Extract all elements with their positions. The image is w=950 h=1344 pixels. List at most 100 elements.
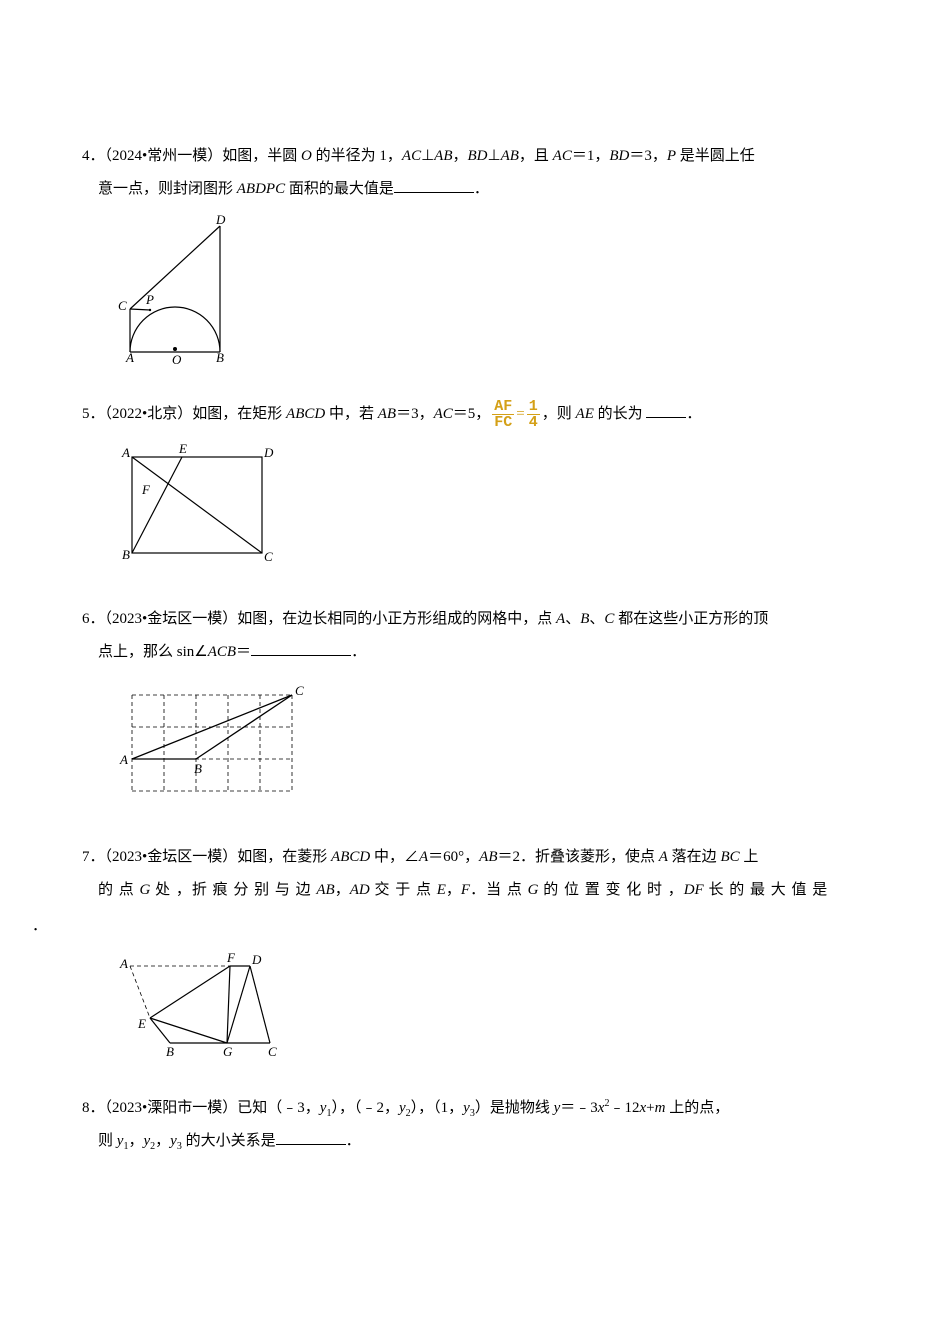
var: DF: [684, 882, 704, 898]
fraction: AFFC: [492, 399, 514, 430]
t: 处 ，折 痕 分 别 与 边: [150, 882, 316, 898]
t: ）是抛物线: [475, 1100, 554, 1116]
var: AE: [576, 406, 594, 422]
svg-text:A: A: [119, 956, 128, 971]
t: 的 位 置 变 化 时 ，: [538, 882, 683, 898]
t: ⊥: [421, 148, 434, 164]
t: 面积的最大值是: [285, 181, 394, 197]
t: 如图，在菱形: [237, 849, 331, 865]
t: ⊥: [488, 148, 501, 164]
source: （2023•溧阳市一模）: [105, 1100, 238, 1116]
source: （2023•金坛区一模）: [105, 611, 238, 627]
figure-7-svg: A F D E B G C: [112, 948, 292, 1058]
var: P: [667, 148, 676, 164]
t: 意一点，则封闭图形: [82, 181, 237, 197]
source: （2024•常州一模）: [105, 148, 223, 164]
t: ，: [446, 882, 461, 898]
svg-text:C: C: [118, 298, 127, 313]
t: ），（﹣2，: [331, 1100, 399, 1116]
eq: =: [516, 406, 524, 422]
var: AB: [479, 849, 497, 865]
problem-5: 5．（2022•北京）如图，在矩形 ABCD 中，若 AB＝3，AC＝5，AFF…: [82, 398, 868, 579]
var: y: [170, 1133, 177, 1149]
var: AB: [316, 882, 334, 898]
t: ＝3，: [396, 406, 434, 422]
figure-7: A F D E B G C: [112, 948, 868, 1068]
t: 交 于 点: [370, 882, 437, 898]
svg-text:B: B: [194, 761, 202, 776]
var: E: [437, 882, 446, 898]
var: A: [419, 849, 428, 865]
t: ，: [452, 148, 467, 164]
svg-text:D: D: [263, 445, 274, 460]
t: 如图，半圆: [222, 148, 301, 164]
var: G: [140, 882, 151, 898]
var: AC: [402, 148, 421, 164]
t: 落在边: [668, 849, 721, 865]
figure-4-svg: A O B C P D: [112, 214, 242, 364]
figure-5-svg: A E D B C F: [112, 439, 282, 569]
svg-text:G: G: [223, 1044, 233, 1058]
t: 则: [82, 1133, 117, 1149]
var: AB: [434, 148, 452, 164]
svg-text:A: A: [119, 752, 128, 767]
var: BC: [720, 849, 739, 865]
t: 上: [740, 849, 759, 865]
var: G: [528, 882, 539, 898]
t: 长 的 最 大 值 是: [704, 882, 829, 898]
problem-8: 8．（2023•溧阳市一模）已知（﹣3，y1），（﹣2，y2），（1，y3）是抛…: [82, 1092, 868, 1158]
svg-text:E: E: [137, 1016, 146, 1031]
var: ABCD: [286, 406, 325, 422]
t: 都在这些小正方形的顶: [614, 611, 768, 627]
t: ．: [474, 181, 489, 197]
num: 7．: [82, 849, 105, 865]
var: O: [301, 148, 312, 164]
svg-text:P: P: [145, 292, 154, 307]
figure-4: A O B C P D: [112, 214, 868, 374]
t: ＝60°，: [428, 849, 479, 865]
t: 如图，在边长相同的小正方形组成的网格中，点: [237, 611, 556, 627]
svg-text:F: F: [226, 950, 236, 965]
t: 中，若: [325, 406, 378, 422]
var: ABDPC: [237, 181, 285, 197]
figure-6: A B C: [112, 677, 868, 817]
num: 6．: [82, 611, 105, 627]
t: 、: [589, 611, 604, 627]
t: ），（1，: [411, 1100, 464, 1116]
t: ＝5，: [453, 406, 491, 422]
t: ．: [32, 913, 868, 940]
t: ，: [335, 882, 350, 898]
svg-text:F: F: [141, 482, 151, 497]
var: A: [556, 611, 565, 627]
problem-8-text: 8．（2023•溧阳市一模）已知（﹣3，y1），（﹣2，y2），（1，y3）是抛…: [82, 1092, 868, 1158]
t: 中，∠: [370, 849, 419, 865]
svg-text:B: B: [122, 547, 130, 562]
fraction: 14: [527, 399, 540, 430]
blank: [251, 640, 351, 656]
t: +: [646, 1100, 654, 1116]
var: AB: [378, 406, 396, 422]
t: 的 点: [82, 882, 140, 898]
t: ．当 点: [470, 882, 528, 898]
t: 已知（﹣3，: [237, 1100, 320, 1116]
var: AB: [501, 148, 519, 164]
problem-6: 6．（2023•金坛区一模）如图，在边长相同的小正方形组成的网格中，点 A、B、…: [82, 603, 868, 817]
t: 的半径为 1，: [312, 148, 402, 164]
svg-text:B: B: [216, 350, 224, 364]
t: ，: [128, 1133, 143, 1149]
problem-5-text: 5．（2022•北京）如图，在矩形 ABCD 中，若 AB＝3，AC＝5，AFF…: [82, 398, 868, 431]
svg-text:E: E: [178, 441, 187, 456]
source: （2023•金坛区一模）: [105, 849, 238, 865]
t: ，则: [542, 406, 576, 422]
figure-6-svg: A B C: [112, 677, 312, 807]
var: ACB: [208, 644, 236, 660]
blank: [646, 402, 686, 418]
t: ＝3，: [629, 148, 667, 164]
var: BD: [609, 148, 629, 164]
figure-5: A E D B C F: [112, 439, 868, 579]
svg-text:D: D: [215, 214, 226, 227]
problem-6-text: 6．（2023•金坛区一模）如图，在边长相同的小正方形组成的网格中，点 A、B、…: [82, 603, 868, 669]
var: y: [399, 1100, 406, 1116]
t: ＝2．折叠该菱形，使点: [497, 849, 658, 865]
var: F: [461, 882, 470, 898]
